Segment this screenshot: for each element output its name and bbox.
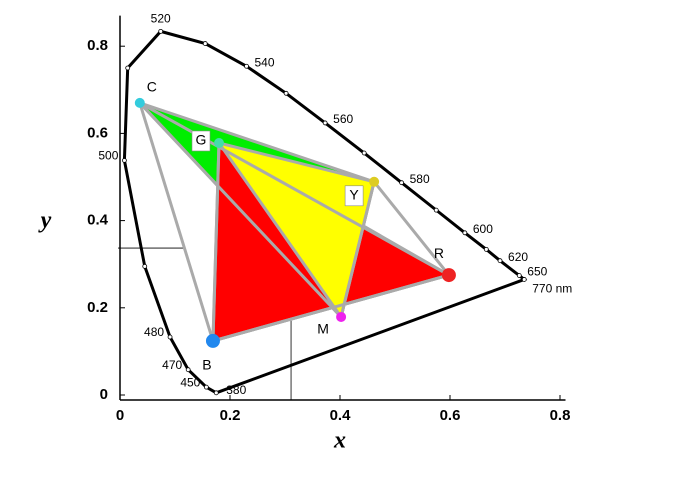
y-tick-label: 0 <box>100 386 108 403</box>
x-tick-label: 0.6 <box>440 407 461 424</box>
locus-point <box>497 258 503 264</box>
y-tick-label: 0.6 <box>87 124 108 141</box>
gamut-edge <box>339 180 376 319</box>
point <box>214 137 224 148</box>
y-tick-label: 0.4 <box>87 212 109 229</box>
locus-point <box>283 90 289 96</box>
wavelength-label: 450 <box>180 375 200 389</box>
point <box>205 333 220 348</box>
x-tick-label: 0.8 <box>550 407 571 424</box>
wavelength-label: 540 <box>255 55 275 69</box>
wavelength-label: 480 <box>144 325 164 339</box>
gamut-edge <box>372 180 451 277</box>
locus-point <box>462 230 468 236</box>
wavelength-label: 600 <box>473 222 493 236</box>
gamut-edge <box>138 101 451 277</box>
x-tick-label: 0.2 <box>220 407 241 424</box>
locus-point <box>433 207 439 213</box>
locus-point <box>516 273 522 278</box>
gamut-edge <box>138 101 343 319</box>
locus-point <box>125 65 131 71</box>
point-label: G <box>196 132 207 148</box>
point-label: B <box>202 357 211 373</box>
x-tick-label: 0 <box>116 407 124 424</box>
wavelength-label: 500 <box>98 149 118 163</box>
locus-point <box>361 150 367 156</box>
label-box <box>191 130 211 152</box>
locus-point <box>142 263 148 269</box>
locus-point <box>167 334 173 340</box>
point-label: M <box>317 321 329 337</box>
locus-point <box>483 246 489 252</box>
point <box>336 311 347 322</box>
locus-point <box>213 390 219 396</box>
wavelength-label: 580 <box>410 172 430 186</box>
locus-point <box>521 277 527 282</box>
locus-point <box>202 41 208 46</box>
point-label: Y <box>349 186 359 202</box>
point-label: C <box>147 79 157 95</box>
wavelength-label: 620 <box>508 250 528 264</box>
wavelength-label: 380 <box>226 383 246 397</box>
y-axis-title: y <box>38 208 52 234</box>
y-tick-label: 0.2 <box>87 299 108 316</box>
locus-point <box>122 158 127 163</box>
locus-point <box>399 180 405 186</box>
point <box>369 176 380 187</box>
y-tick-label: 0.8 <box>87 37 108 54</box>
x-axis-title: x <box>333 428 346 454</box>
locus-point <box>244 63 249 69</box>
wavelength-label: 560 <box>333 112 353 126</box>
point <box>134 97 145 108</box>
gamut-edge <box>211 273 451 343</box>
wavelength-label: 650 <box>527 265 547 279</box>
locus-point <box>322 120 328 126</box>
x-tick-label: 0.4 <box>330 407 352 424</box>
label-box <box>344 185 364 207</box>
wavelength-label: 470 <box>162 358 182 372</box>
locus-point <box>203 384 209 390</box>
locus-point <box>185 367 191 373</box>
wavelength-label: 520 <box>151 12 171 26</box>
wavelength-label: 770 nm <box>532 282 572 296</box>
gamut-edge <box>211 141 221 343</box>
locus-point <box>158 28 164 34</box>
point-label: R <box>434 245 444 261</box>
point <box>441 268 456 283</box>
